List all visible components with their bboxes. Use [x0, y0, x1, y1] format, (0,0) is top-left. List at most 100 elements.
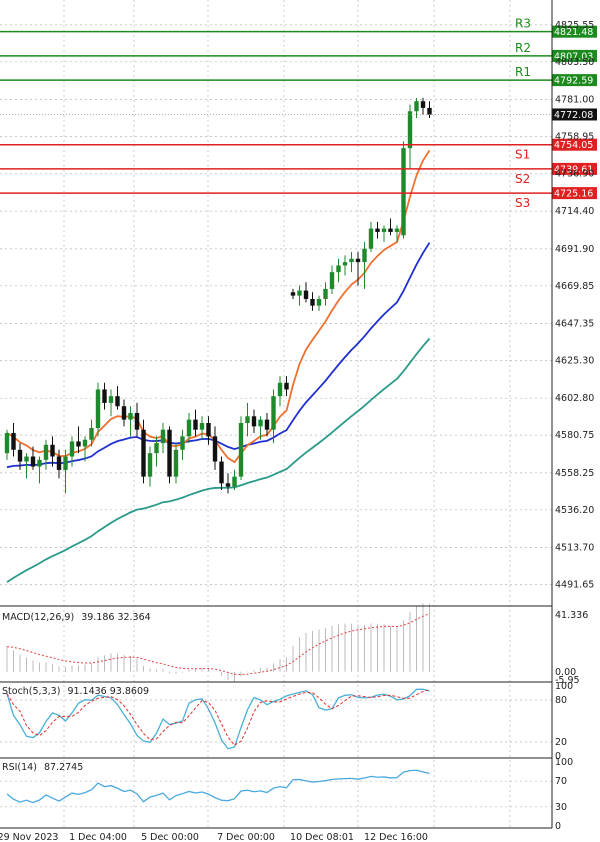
rsi-panel [0, 769, 552, 808]
level-tag-r1 [552, 74, 597, 87]
macd-values: 39.186 32.364 [81, 612, 151, 623]
candle-body [407, 111, 413, 149]
candle-body [30, 456, 36, 467]
price-tick-label: 4491.65 [555, 579, 594, 590]
price-tick-label: 4558.25 [555, 468, 594, 479]
candle-body [43, 444, 49, 460]
candle-body [232, 476, 237, 487]
candle-body [11, 433, 16, 450]
level-name-r2: R2 [515, 41, 531, 55]
level-tag-label-r1: 4792.59 [554, 76, 593, 87]
candle-body [206, 422, 211, 437]
rsi-values: 87.2745 [44, 762, 83, 773]
rsi-tick-label: 0 [555, 821, 561, 832]
candle-body [173, 449, 179, 477]
candle-body [102, 389, 107, 403]
level-tag-label-r2: 4807.03 [554, 51, 593, 62]
candle-body [89, 428, 94, 440]
candle-body [238, 422, 244, 477]
price-tick-label: 4714.40 [555, 206, 594, 217]
time-axis: 29 Nov 2023 1 Dec 04:00 5 Dec 00:00 7 Dec 0… [0, 832, 428, 842]
ema-mid-line [6, 242, 431, 469]
candle-body [128, 412, 133, 420]
macd-tick-label: -5.95 [555, 675, 580, 686]
candle-body [316, 298, 322, 306]
macd-tick-label: 41.336 [555, 610, 588, 621]
candle-body [17, 449, 23, 462]
rsi-tick-label: 100 [555, 757, 573, 768]
candle-body [95, 389, 101, 429]
grid-lines [0, 0, 552, 828]
ema-fast-line [6, 149, 431, 464]
price-tick-label: 4513.70 [555, 543, 594, 554]
candle-body [69, 441, 75, 457]
macd-tick-label: 0.00 [555, 667, 576, 678]
candle-body [167, 429, 172, 477]
macd-name: MACD(12,26,9) [2, 612, 74, 623]
level-tag-label-r3: 4821.48 [554, 27, 593, 38]
candle-body [251, 416, 257, 427]
candle-body [245, 416, 250, 423]
candle-body [264, 419, 270, 430]
price-tick-label: 4736.90 [555, 168, 594, 179]
candle-body [212, 436, 218, 462]
stoch-tick-label: 0 [555, 751, 561, 762]
price-tick-label: 4691.90 [555, 244, 594, 255]
candle-body [388, 228, 393, 232]
candle-body [323, 288, 328, 299]
candle-body [108, 396, 114, 403]
candle-body [310, 298, 315, 306]
candle-body [56, 456, 62, 470]
macd-panel [6, 603, 430, 682]
candle-body [219, 461, 224, 484]
candle-body [362, 248, 367, 263]
candle-body [401, 148, 406, 236]
time-tick-label: 5 Dec 00:00 [141, 832, 199, 842]
price-tick-label: 4758.95 [555, 131, 594, 142]
macd-title: MACD(12,26,9) 39.186 32.364 [2, 612, 151, 623]
candle-body [115, 396, 120, 407]
price-tick-label: 4602.80 [555, 393, 594, 404]
level-name-s2: S2 [515, 172, 530, 186]
price-tick-label: 4669.85 [555, 281, 594, 292]
level-name-r3: R3 [515, 17, 531, 31]
candle-body [37, 459, 42, 467]
current-price-label: 4772.08 [554, 110, 593, 121]
candle-body [271, 396, 276, 430]
time-tick-label: 10 Dec 08:01 [290, 832, 354, 842]
level-name-s3: S3 [515, 196, 530, 210]
candle-body [50, 444, 55, 457]
stoch-name: Stoch(5,3,3) [2, 686, 60, 697]
candle-body [134, 412, 140, 430]
time-tick-label: 7 Dec 00:00 [217, 832, 275, 842]
pivot-levels: R3 4821.48 R2 4807.03 R1 4792.59 S1 4754.05 S2 47… [0, 17, 597, 210]
stoch-tick-label: 20 [555, 737, 567, 748]
candle-body [4, 433, 10, 454]
candle-body [141, 429, 146, 477]
candle-body [297, 290, 302, 296]
candle-body [394, 228, 400, 232]
candle-body [147, 453, 153, 477]
price-tick-label: 4625.30 [555, 355, 594, 366]
candle-body [303, 290, 309, 299]
time-tick-label: 1 Dec 04:00 [69, 832, 127, 842]
candle-body [414, 101, 419, 112]
rsi-tick-label: 30 [555, 802, 567, 813]
stoch-panel [0, 688, 552, 750]
level-tag-r3 [552, 25, 597, 38]
time-tick-label: 29 Nov 2023 [0, 832, 58, 842]
ema-slow-line [6, 337, 431, 583]
candle-body [225, 483, 231, 487]
candle-body [186, 419, 192, 437]
price-axis: 4825.55 4803.50 4781.00 4758.95 4736.90 4714.… [555, 20, 594, 832]
candle-body [355, 258, 361, 263]
price-tick-label: 4536.20 [555, 505, 594, 516]
candle-body [193, 419, 198, 430]
stoch-d-line [6, 689, 430, 746]
level-tag-label-s2: 4739.61 [554, 164, 593, 175]
rsi-tick-label: 70 [555, 776, 567, 787]
level-name-s1: S1 [515, 148, 530, 162]
level-tag-s3 [552, 187, 597, 200]
candle-body [290, 292, 296, 296]
level-tag-label-s1: 4754.05 [554, 140, 593, 151]
